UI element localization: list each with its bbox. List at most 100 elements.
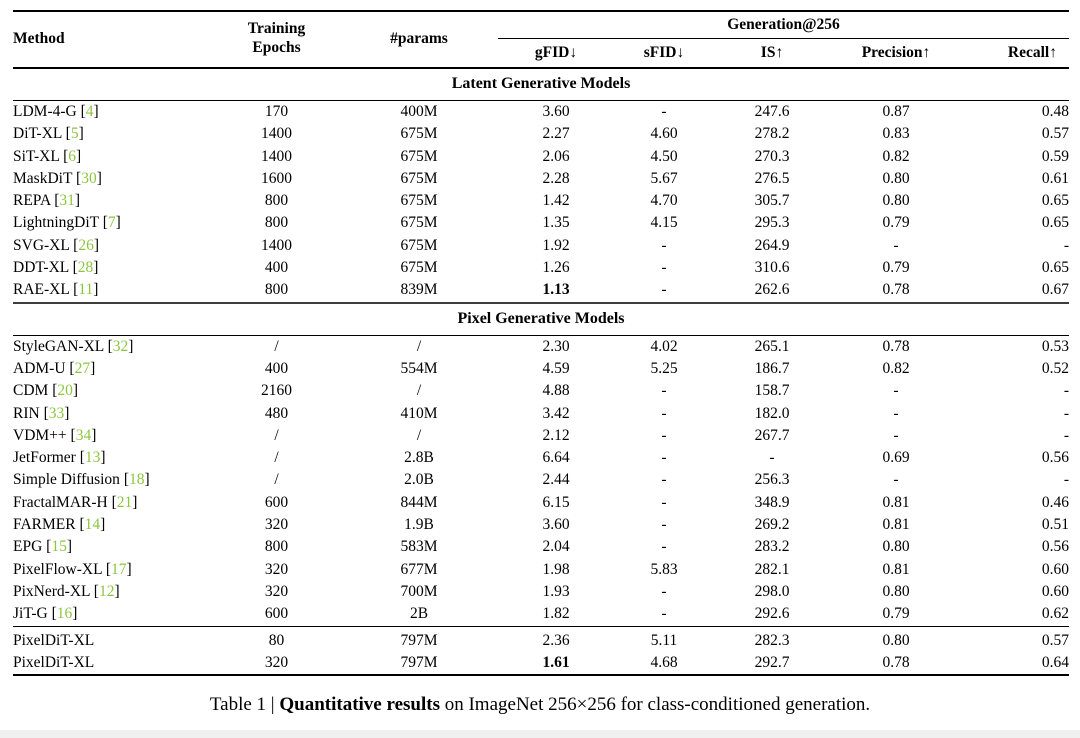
table-header: Method Training Epochs #params Generatio…: [13, 11, 1069, 68]
cell-is: 310.6: [754, 259, 790, 277]
citation-link[interactable]: 6: [68, 147, 77, 165]
cell-precision: 0.80: [882, 582, 910, 600]
results-table: Method Training Epochs #params Generatio…: [13, 10, 1069, 677]
table-row: FARMER [14] 320 1.9B 3.60 - 269.2 0.81 0.51: [13, 514, 1069, 536]
citation-link[interactable]: 30: [81, 169, 97, 187]
cell-precision: 0.78: [882, 653, 910, 671]
citation-link[interactable]: 18: [128, 471, 145, 489]
cell-gfid: 2.04: [542, 538, 570, 556]
cell-gfid: 4.88: [542, 382, 570, 400]
cell-is: 269.2: [754, 516, 790, 534]
cell-params: 675M: [400, 192, 438, 210]
cell-sfid: -: [661, 493, 667, 511]
cell-training-epochs: 600: [264, 605, 289, 623]
citation-link[interactable]: 4: [85, 103, 94, 120]
table-row: Simple Diffusion [18] / 2.0B 2.44 - 256.3 - -: [13, 469, 1069, 491]
section-ours: PixelDiT-XL 80 797M 2.36 5.11 282.3 0.80 0.57 Pi…: [13, 626, 1069, 675]
column-header-recall: Recall↑: [1007, 43, 1057, 61]
cell-method: EPG [15]: [13, 538, 73, 556]
table-row: LDM-4-G [4] 170 400M 3.60 - 247.6 0.87 0.48: [13, 101, 1069, 124]
cell-training-epochs: /: [274, 471, 279, 489]
cell-sfid: -: [661, 449, 667, 467]
citation-link[interactable]: 15: [51, 538, 67, 556]
cell-gfid: 2.36: [542, 631, 570, 649]
section-title-row: Latent Generative Models: [13, 68, 1069, 101]
cell-params: 400M: [400, 103, 438, 120]
cell-gfid: 1.26: [542, 259, 570, 277]
cell-gfid: 3.60: [542, 516, 570, 534]
cell-training-epochs: 800: [264, 192, 289, 210]
cell-sfid: 4.60: [650, 125, 678, 143]
cell-precision: 0.82: [882, 359, 910, 377]
citation-link[interactable]: 28: [77, 259, 94, 277]
cell-recall: 0.65: [1041, 192, 1069, 210]
table-row: PixelDiT-XL 80 797M 2.36 5.11 282.3 0.80 0.57: [13, 626, 1069, 652]
citation-link[interactable]: 14: [84, 516, 101, 534]
cell-method: SVG-XL [26]: [13, 236, 99, 254]
cell-params: 700M: [400, 582, 438, 600]
citation-link[interactable]: 33: [48, 404, 65, 422]
cell-sfid: 4.70: [650, 192, 678, 210]
cell-is: 270.3: [754, 147, 790, 165]
citation-link[interactable]: 12: [98, 582, 115, 600]
cell-method: VDM++ [34]: [13, 426, 97, 444]
cell-gfid: 1.13: [542, 281, 570, 299]
section-title: Pixel Generative Models: [13, 302, 1069, 336]
cell-is: 186.7: [754, 359, 790, 377]
cell-params: /: [416, 426, 422, 444]
table-row: ADM-U [27] 400 554M 4.59 5.25 186.7 0.82 0.52: [13, 358, 1069, 380]
citation-link[interactable]: 16: [56, 605, 73, 623]
citation-link[interactable]: 11: [78, 281, 94, 299]
citation-link[interactable]: 21: [116, 493, 133, 511]
cell-method: DiT-XL [5]: [13, 125, 84, 143]
citation-link[interactable]: 17: [111, 560, 127, 578]
cell-recall: 0.65: [1041, 259, 1069, 277]
citation-link[interactable]: 13: [84, 449, 101, 467]
table-row: PixelFlow-XL [17] 320 677M 1.98 5.83 282.1 0.8…: [13, 559, 1069, 581]
cell-method: FractalMAR-H [21]: [13, 493, 138, 511]
cell-training-epochs: 800: [264, 214, 289, 232]
cell-is: 247.6: [754, 103, 790, 120]
cell-is: 158.7: [754, 382, 790, 400]
cell-method: ADM-U [27]: [13, 359, 96, 377]
citation-link[interactable]: 27: [74, 359, 91, 377]
citation-link[interactable]: 34: [75, 426, 92, 444]
cell-sfid: 4.50: [650, 147, 678, 165]
cell-precision: 0.80: [882, 538, 910, 556]
cell-params: 797M: [400, 631, 438, 649]
cell-sfid: -: [661, 516, 667, 534]
cell-params: 554M: [400, 359, 438, 377]
table-row: RIN [33] 480 410M 3.42 - 182.0 - -: [13, 403, 1069, 425]
cell-params: 844M: [400, 493, 438, 511]
cell-sfid: -: [661, 382, 667, 400]
cell-training-epochs: 1400: [261, 147, 292, 165]
cell-params: 675M: [400, 169, 438, 187]
citation-link[interactable]: 32: [112, 337, 129, 355]
cell-method: RAE-XL [11]: [13, 281, 99, 299]
cell-recall: 0.64: [1041, 653, 1069, 671]
column-header-sfid: sFID↓: [643, 43, 685, 61]
section-title: Latent Generative Models: [13, 68, 1069, 101]
cell-training-epochs: 1600: [261, 169, 292, 187]
citation-link[interactable]: 31: [59, 192, 75, 210]
table-row: PixelDiT-XL 320 797M 1.61 4.68 292.7 0.78 0.64: [13, 652, 1069, 675]
cell-recall: 0.57: [1041, 631, 1069, 649]
section-pixel-generative-models: Pixel Generative Models StyleGAN-XL [32] /…: [13, 302, 1069, 626]
citation-link[interactable]: 26: [78, 236, 94, 254]
section-title-row: Pixel Generative Models: [13, 302, 1069, 336]
citation-link[interactable]: 7: [107, 214, 116, 232]
cell-method: PixelFlow-XL [17]: [13, 560, 132, 578]
cell-is: 278.2: [754, 125, 790, 143]
cell-sfid: -: [661, 538, 667, 556]
table-row: MaskDiT [30] 1600 675M 2.28 5.67 276.5 0.80 0.6…: [13, 168, 1069, 190]
cell-recall: -: [1063, 236, 1069, 254]
cell-params: 1.9B: [404, 516, 434, 534]
cell-method: PixelDiT-XL: [13, 631, 95, 649]
cell-recall: -: [1063, 382, 1069, 400]
cell-precision: 0.79: [882, 259, 910, 277]
cell-is: 292.7: [754, 653, 790, 671]
table-row: REPA [31] 800 675M 1.42 4.70 305.7 0.80 0.65: [13, 190, 1069, 212]
citation-link[interactable]: 5: [70, 125, 79, 143]
table-caption: Table 1 | Quantitative results on ImageN…: [0, 694, 1080, 716]
citation-link[interactable]: 20: [57, 382, 73, 400]
